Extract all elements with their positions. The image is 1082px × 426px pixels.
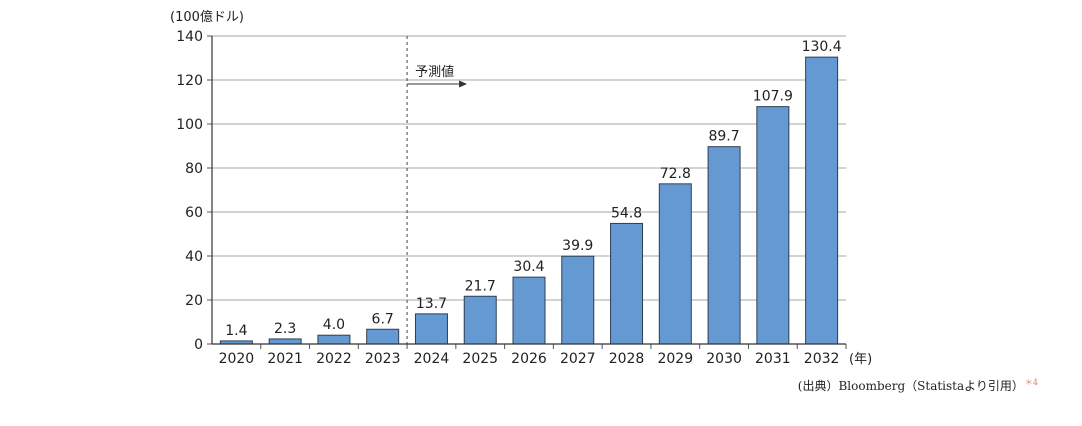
y-tick-label: 0 <box>194 337 203 353</box>
bar-value-label: 2.3 <box>274 321 296 337</box>
bar <box>610 222 644 345</box>
bar-value-label: 6.7 <box>372 311 394 327</box>
bar-value-label: 130.4 <box>802 39 842 55</box>
gridlines <box>212 35 846 301</box>
x-tick-label: 2027 <box>560 351 596 367</box>
bar-value-label: 72.8 <box>660 166 691 182</box>
x-tick-label: 2032 <box>804 351 840 367</box>
y-tick-label: 20 <box>185 293 203 309</box>
bar <box>317 334 351 345</box>
bar <box>414 313 448 345</box>
bar <box>463 295 497 345</box>
x-axis-ticks: 2020 2021 2022 2023 2024 2025 2026 2027 2028 2029… <box>219 344 847 367</box>
x-tick-label: 2023 <box>365 351 401 367</box>
bar-value-label: 13.7 <box>416 296 447 312</box>
value-labels: 1.4 2.3 4.0 6.7 13.7 21.7 30.4 39.9 54.8 72.8 89.7… <box>225 39 841 339</box>
source-text: (出典）Bloomberg（Statistaより引用） <box>797 379 1024 393</box>
bar-value-label: 21.7 <box>465 278 496 294</box>
bar <box>561 255 595 345</box>
bar <box>805 56 839 345</box>
forecast-marker: 予測値 <box>406 36 468 344</box>
bar-value-label: 89.7 <box>708 129 739 145</box>
y-tick-label: 140 <box>176 29 203 45</box>
y-axis-label: (100億ドル) <box>170 9 244 25</box>
x-tick-label: 2025 <box>462 351 498 367</box>
y-axis-ticks: 0 20 40 60 80 100 120 140 <box>176 29 212 353</box>
x-tick-label: 2029 <box>657 351 693 367</box>
x-tick-label: 2028 <box>609 351 645 367</box>
x-tick-label: 2020 <box>219 351 255 367</box>
y-tick-label: 100 <box>176 117 203 133</box>
y-tick-label: 60 <box>185 205 203 221</box>
bar <box>756 106 790 345</box>
x-tick-label: 2022 <box>316 351 352 367</box>
bar-value-label: 30.4 <box>513 259 544 275</box>
source-note: (出典）Bloomberg（Statistaより引用）＊4 <box>798 377 1038 394</box>
x-tick-label: 2031 <box>755 351 791 367</box>
x-tick-label: 2021 <box>267 351 303 367</box>
x-axis-unit: (年) <box>849 352 872 367</box>
y-tick-label: 80 <box>185 161 203 177</box>
forecast-label: 予測値 <box>415 64 454 80</box>
bar <box>658 183 692 345</box>
x-tick-label: 2024 <box>414 351 450 367</box>
bar-value-label: 54.8 <box>611 205 642 221</box>
footnote-marker: ＊4 <box>1024 378 1038 387</box>
bar-value-label: 39.9 <box>562 238 593 254</box>
x-tick-label: 2030 <box>706 351 742 367</box>
forecast-arrow-head <box>459 80 468 88</box>
bar <box>366 328 400 345</box>
x-tick-label: 2026 <box>511 351 547 367</box>
bars <box>219 56 839 345</box>
bar <box>512 276 546 345</box>
y-tick-label: 120 <box>176 73 203 89</box>
bar-value-label: 1.4 <box>225 323 247 339</box>
y-tick-label: 40 <box>185 249 203 265</box>
bar <box>268 338 302 345</box>
bar <box>707 146 741 345</box>
bar-value-label: 4.0 <box>323 317 345 333</box>
bar-value-label: 107.9 <box>753 89 793 105</box>
